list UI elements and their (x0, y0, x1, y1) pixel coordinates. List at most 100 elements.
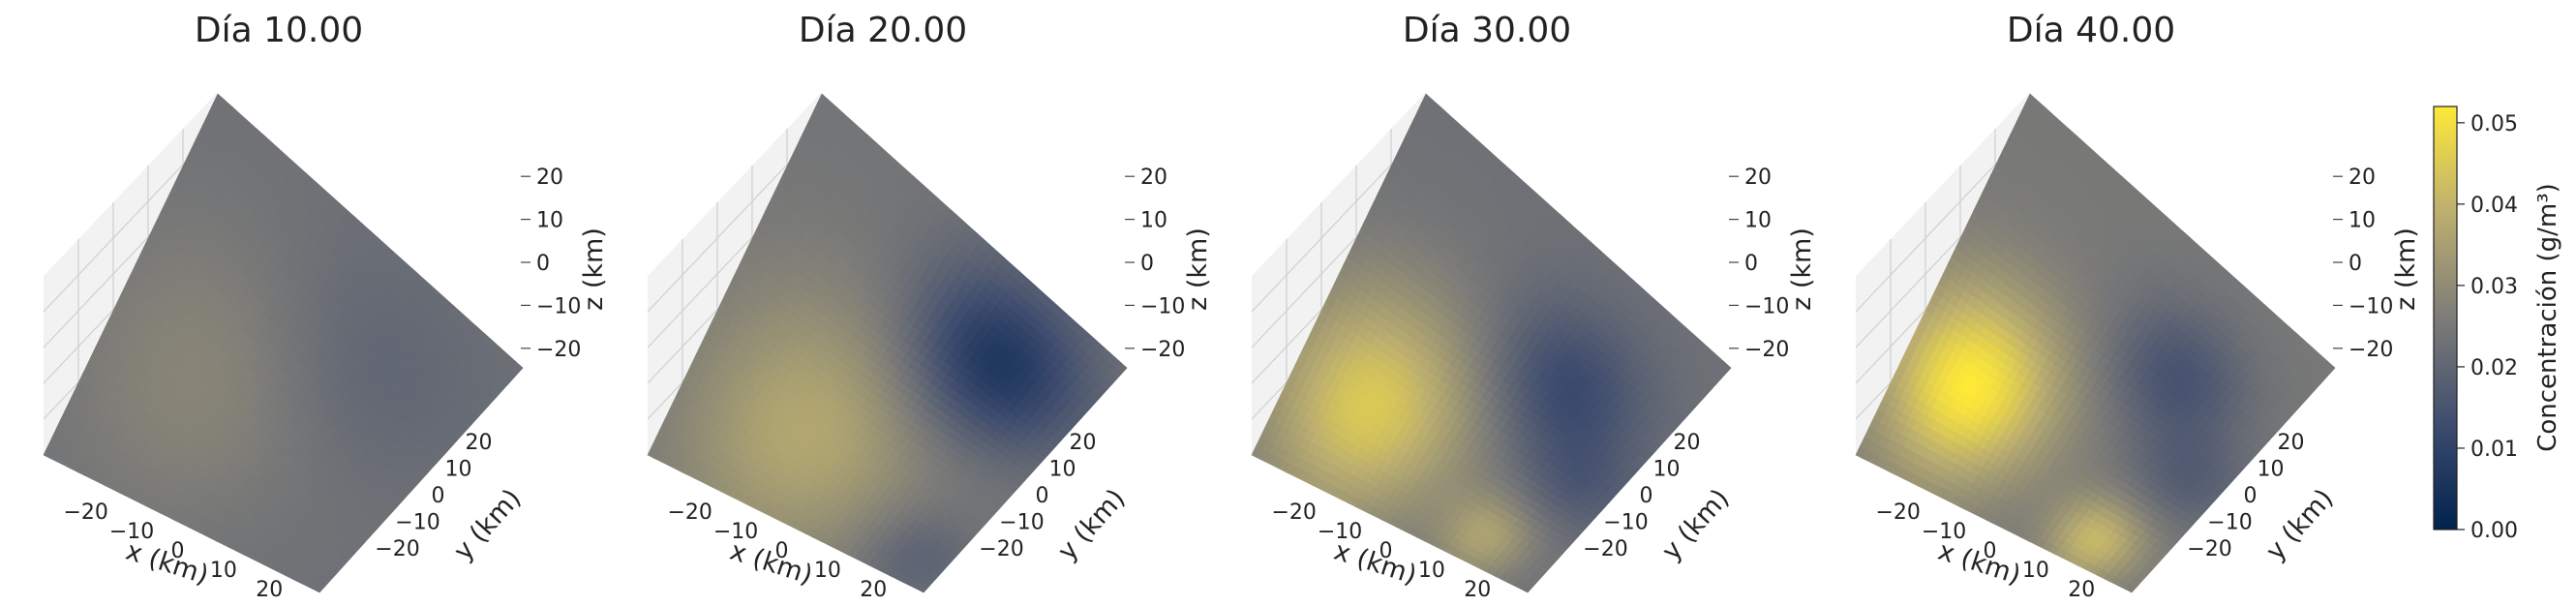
x-tick-label: −10 (1922, 520, 1966, 544)
concentration-side-face (1527, 367, 1732, 593)
y-axis-label: y (km) (448, 483, 528, 566)
z-tick-label: 10 (536, 209, 563, 233)
y-tick-label: 20 (1070, 431, 1097, 455)
y-tick-label: −20 (2187, 537, 2231, 561)
y-tick-label: 10 (2258, 457, 2285, 481)
concentration-side-face (923, 367, 1128, 593)
x-tick-label: −20 (63, 500, 107, 525)
colorbar-tick-label: 0.04 (2470, 194, 2518, 218)
z-axis-ticks: −20 −10 0 10 20 (1125, 166, 1185, 362)
x-tick-label: 0 (775, 539, 789, 563)
x-tick-label: 10 (2022, 559, 2049, 583)
x-tick-label: 20 (860, 578, 887, 602)
z-axis-ticks: −20 −10 0 10 20 (2333, 166, 2393, 362)
colorbar-tick-label: 0.01 (2470, 438, 2518, 462)
z-tick-label: −20 (1744, 338, 1789, 362)
z-tick-label: 10 (2349, 209, 2376, 233)
z-axis-label: z (km) (1787, 227, 1817, 311)
z-axis-label: z (km) (579, 227, 609, 311)
concentration-surface (647, 93, 1128, 593)
x-axis-label: x (km) (122, 536, 212, 591)
x-tick-label: −20 (667, 500, 712, 525)
x-tick-label: 10 (1418, 559, 1445, 583)
z-tick-label: 10 (1744, 209, 1772, 233)
x-tick-label: −20 (1271, 500, 1316, 525)
y-tick-label: −20 (375, 537, 419, 561)
x-axis-label: x (km) (1934, 536, 2024, 591)
x-tick-label: −10 (713, 520, 758, 544)
colorbar-ticks: 0.00 0.01 0.02 0.03 0.04 0.05 (2457, 112, 2518, 543)
panel-title: Día 10.00 (195, 11, 363, 50)
y-tick-label: 10 (1653, 457, 1681, 481)
z-tick-label: 10 (1140, 209, 1167, 233)
z-tick-label: −10 (1744, 294, 1789, 318)
x-tick-label: −20 (1875, 500, 1920, 525)
colorbar-gradient (2433, 106, 2458, 530)
z-tick-label: 20 (1140, 166, 1167, 190)
y-tick-label: −10 (999, 511, 1044, 535)
colorbar-tick-label: 0.02 (2470, 356, 2518, 380)
y-tick-label: 10 (1049, 457, 1076, 481)
z-axis-label: z (km) (1183, 227, 1213, 311)
z-tick-label: −10 (2349, 294, 2393, 318)
x-tick-label: 0 (1984, 539, 1997, 563)
y-tick-label: −10 (1603, 511, 1648, 535)
y-tick-label: 0 (432, 484, 445, 508)
x-tick-label: 10 (210, 559, 237, 583)
y-tick-label: 0 (2244, 484, 2258, 508)
y-tick-label: 0 (1036, 484, 1049, 508)
y-tick-label: −10 (395, 511, 439, 535)
panel-title: Día 20.00 (799, 11, 967, 50)
z-axis-label: z (km) (2391, 227, 2421, 311)
y-axis-label: y (km) (1052, 483, 1132, 566)
x-tick-label: 20 (2068, 578, 2095, 602)
y-tick-label: −20 (1583, 537, 1627, 561)
x-tick-label: 20 (1464, 578, 1491, 602)
colorbar-tick-label: 0.00 (2470, 519, 2518, 543)
y-tick-label: −20 (979, 537, 1023, 561)
x-axis-label: x (km) (726, 536, 816, 591)
y-tick-label: 20 (2278, 431, 2305, 455)
z-tick-label: −10 (536, 294, 581, 318)
concentration-surface (1855, 93, 2336, 593)
z-tick-label: −20 (1140, 338, 1185, 362)
x-axis-ticks: −20−10 0 10 20 (1271, 500, 1491, 602)
z-axis-ticks: −20 −10 0 10 20 (1729, 166, 1789, 362)
colorbar-label: Concentración (g/m³) (2533, 183, 2562, 452)
colorbar-tick-label: 0.05 (2470, 112, 2518, 136)
y-axis-label: y (km) (2260, 483, 2340, 566)
z-tick-label: −20 (2349, 338, 2393, 362)
colorbar: 0.00 0.01 0.02 0.03 0.04 0.05 Concentración (… (2433, 106, 2562, 543)
x-axis-ticks: −20−10 0 10 20 (667, 500, 887, 602)
y-tick-label: 0 (1640, 484, 1653, 508)
z-tick-label: 0 (1140, 252, 1154, 276)
concentration-side-face (2131, 367, 2336, 593)
z-tick-label: 20 (536, 166, 563, 190)
x-tick-label: 0 (1379, 539, 1393, 563)
panel-title: Día 40.00 (2007, 11, 2175, 50)
x-tick-label: −10 (1318, 520, 1362, 544)
concentration-side-face (318, 367, 524, 593)
x-tick-label: −10 (109, 520, 154, 544)
x-tick-label: 20 (256, 578, 283, 602)
concentration-surface (1251, 93, 1732, 593)
colorbar-tick-label: 0.03 (2470, 275, 2518, 299)
y-tick-label: −10 (2207, 511, 2252, 535)
panel-title: Día 30.00 (1403, 11, 1571, 50)
z-tick-label: 20 (1744, 166, 1772, 190)
y-tick-label: 10 (445, 457, 472, 481)
x-axis-ticks: −20−10 0 10 20 (1875, 500, 2095, 602)
z-tick-label: 0 (2349, 252, 2362, 276)
y-tick-label: 20 (1674, 431, 1701, 455)
z-tick-label: −10 (1140, 294, 1185, 318)
x-tick-label: 10 (814, 559, 841, 583)
